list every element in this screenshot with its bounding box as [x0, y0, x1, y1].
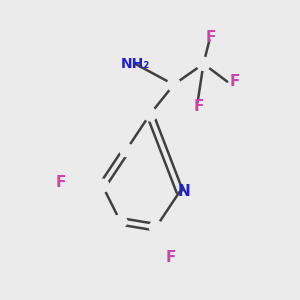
Text: F: F: [230, 74, 240, 89]
Circle shape: [114, 215, 127, 228]
Circle shape: [96, 179, 109, 192]
Text: F: F: [194, 99, 204, 114]
Text: F: F: [206, 30, 216, 45]
Circle shape: [149, 221, 163, 234]
Text: N: N: [178, 184, 190, 199]
Text: F: F: [56, 175, 66, 190]
Text: NH₂: NH₂: [121, 57, 150, 71]
Text: F: F: [166, 250, 176, 265]
Circle shape: [143, 108, 157, 121]
Circle shape: [167, 78, 180, 91]
Circle shape: [197, 57, 210, 70]
Circle shape: [120, 143, 133, 157]
